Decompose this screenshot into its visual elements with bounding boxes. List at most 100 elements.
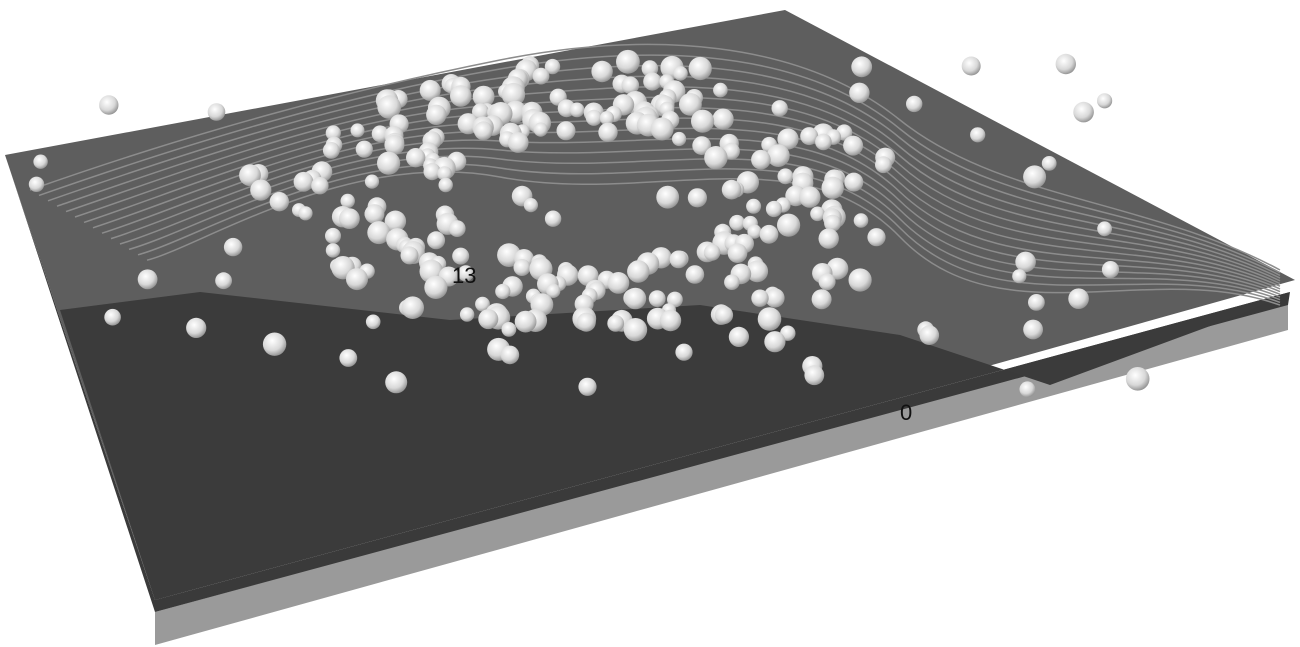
sphere bbox=[371, 125, 389, 143]
sphere bbox=[452, 247, 470, 265]
sphere bbox=[692, 136, 712, 156]
sphere bbox=[533, 122, 548, 137]
sphere bbox=[367, 221, 391, 245]
sphere bbox=[1097, 221, 1112, 237]
sphere bbox=[703, 244, 721, 261]
sphere bbox=[544, 58, 561, 75]
sphere bbox=[759, 224, 779, 244]
sphere bbox=[364, 204, 385, 224]
sphere bbox=[475, 296, 490, 312]
base-slab bbox=[155, 302, 1288, 645]
sphere bbox=[450, 85, 472, 107]
sphere bbox=[585, 109, 603, 126]
sphere bbox=[757, 307, 782, 331]
contour-line bbox=[38, 54, 1281, 274]
sphere-markers bbox=[28, 49, 1150, 398]
sphere bbox=[777, 128, 799, 150]
sphere bbox=[495, 283, 511, 300]
sphere bbox=[501, 82, 526, 107]
sphere bbox=[1019, 381, 1036, 398]
sphere bbox=[293, 171, 314, 192]
sphere bbox=[1097, 93, 1113, 109]
sphere bbox=[459, 307, 475, 322]
sphere bbox=[215, 272, 233, 290]
sphere bbox=[675, 343, 693, 361]
sphere bbox=[623, 318, 648, 342]
sphere bbox=[478, 309, 499, 330]
sphere bbox=[815, 133, 832, 151]
sphere bbox=[777, 213, 801, 237]
terrain-label: 13 bbox=[452, 263, 476, 288]
sphere bbox=[728, 326, 750, 347]
sphere bbox=[849, 82, 870, 104]
sphere bbox=[507, 132, 529, 153]
sphere bbox=[532, 67, 550, 85]
sphere bbox=[712, 108, 734, 130]
sphere bbox=[799, 186, 821, 208]
sphere bbox=[810, 206, 825, 222]
sphere bbox=[501, 322, 517, 337]
sphere bbox=[687, 188, 708, 208]
sphere bbox=[546, 283, 561, 298]
sphere bbox=[1028, 294, 1045, 311]
sphere bbox=[1125, 367, 1150, 391]
sphere bbox=[800, 127, 819, 146]
sphere bbox=[621, 76, 640, 95]
sphere bbox=[1012, 269, 1027, 284]
sphere bbox=[853, 213, 869, 228]
sphere bbox=[384, 134, 405, 155]
sphere bbox=[1023, 165, 1047, 189]
sphere bbox=[1073, 101, 1094, 123]
sphere bbox=[448, 220, 466, 238]
sphere bbox=[747, 224, 762, 239]
sphere bbox=[262, 332, 287, 356]
sphere bbox=[714, 306, 734, 325]
sphere bbox=[648, 290, 666, 307]
sphere bbox=[544, 210, 562, 227]
sphere bbox=[438, 177, 453, 193]
sphere bbox=[364, 174, 380, 189]
sphere bbox=[765, 288, 785, 308]
sphere bbox=[656, 185, 680, 209]
terrain-label: 0 bbox=[900, 400, 912, 425]
contour-line bbox=[56, 75, 1281, 279]
sphere bbox=[325, 125, 341, 141]
sphere bbox=[339, 208, 360, 230]
sphere bbox=[384, 210, 407, 232]
sphere bbox=[751, 149, 771, 170]
sphere bbox=[627, 260, 650, 283]
sphere bbox=[385, 371, 408, 394]
sphere bbox=[961, 56, 981, 76]
sphere bbox=[437, 166, 452, 181]
sphere bbox=[607, 272, 630, 294]
contour-line bbox=[74, 96, 1281, 285]
sphere bbox=[624, 287, 647, 310]
sphere bbox=[400, 246, 419, 265]
sphere bbox=[457, 265, 474, 282]
sphere bbox=[765, 200, 783, 218]
sphere bbox=[821, 176, 844, 199]
sphere bbox=[746, 198, 762, 214]
terrain-valley bbox=[60, 292, 1290, 600]
sphere bbox=[659, 309, 682, 332]
sphere bbox=[523, 198, 539, 213]
sphere bbox=[673, 66, 688, 81]
sphere bbox=[729, 214, 745, 231]
sphere bbox=[727, 243, 748, 263]
sphere bbox=[423, 163, 441, 181]
sphere bbox=[688, 56, 712, 81]
sphere bbox=[848, 268, 872, 292]
sphere bbox=[685, 265, 705, 284]
sphere bbox=[669, 250, 688, 269]
sphere bbox=[751, 289, 769, 307]
sphere bbox=[713, 82, 728, 98]
sphere bbox=[474, 121, 493, 141]
sphere bbox=[377, 151, 401, 175]
sphere bbox=[919, 325, 940, 346]
sphere bbox=[1068, 288, 1089, 310]
sphere bbox=[239, 164, 261, 187]
sphere bbox=[311, 177, 329, 195]
sphere bbox=[346, 268, 368, 291]
sphere bbox=[824, 214, 842, 232]
sphere bbox=[569, 102, 585, 118]
